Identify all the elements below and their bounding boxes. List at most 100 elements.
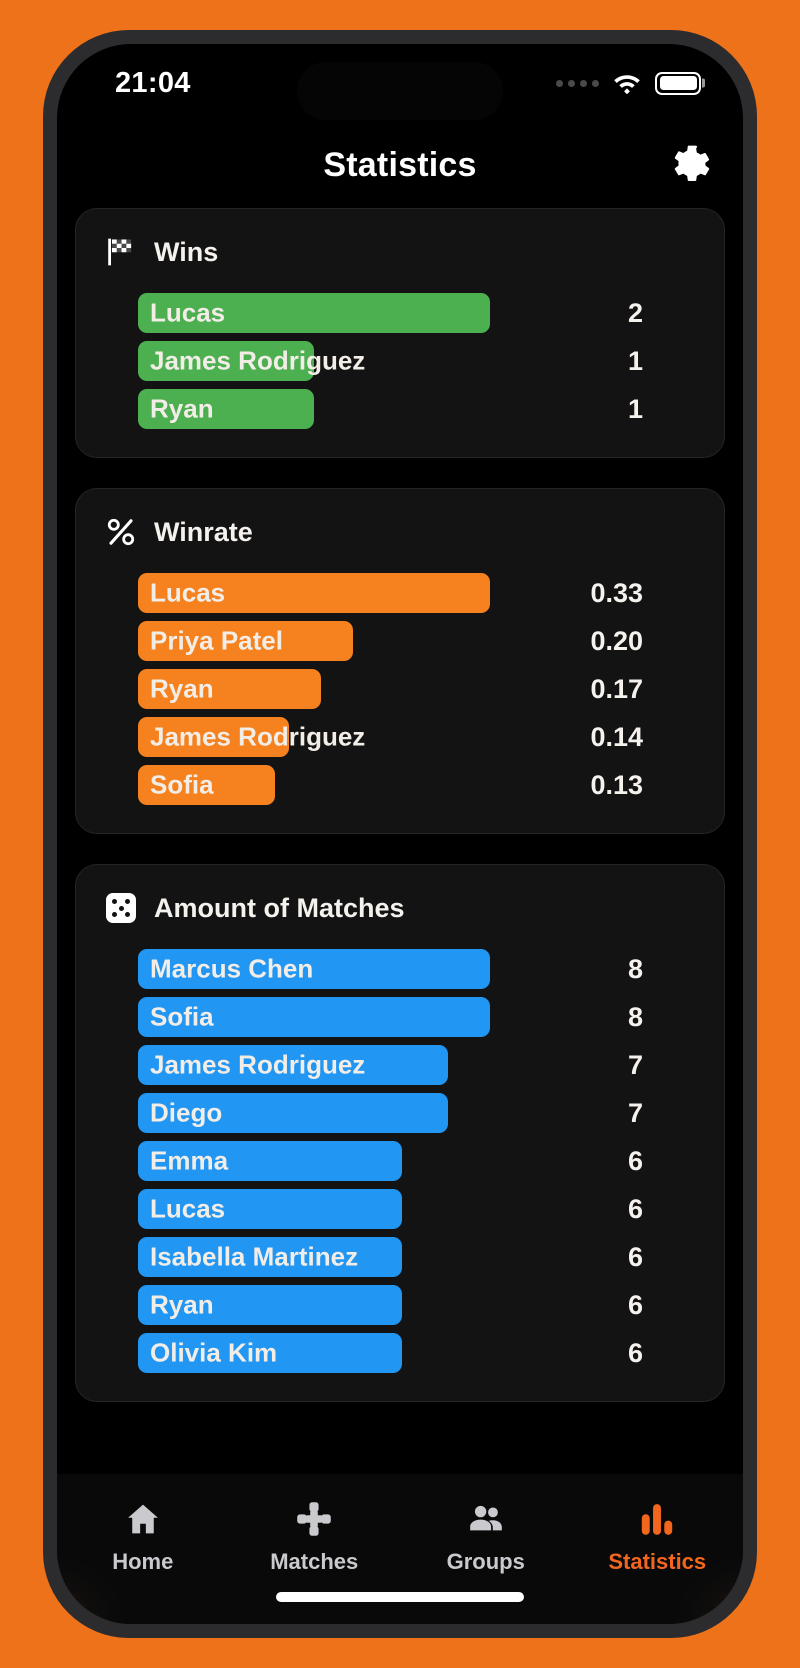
bar-fill <box>138 573 490 613</box>
bar-value: 0.14 <box>590 721 643 752</box>
signal-dots-icon <box>556 79 599 87</box>
stat-cards-container: Wins Lucas 2 James Rodriguez 1 Ryan 1 Winrate Lu… <box>75 208 725 1402</box>
stat-bar-row[interactable]: Emma 6 <box>100 1139 700 1183</box>
stat-bar-row[interactable]: Marcus Chen 8 <box>100 947 700 991</box>
stat-card: Wins Lucas 2 James Rodriguez 1 Ryan 1 <box>75 208 725 458</box>
bar-fill <box>138 1141 402 1181</box>
bar-track: Ryan <box>138 1285 490 1325</box>
bar-label: Diego <box>150 1097 223 1128</box>
bar-fill <box>138 341 314 381</box>
stat-bar-row[interactable]: Ryan 6 <box>100 1283 700 1327</box>
bar-fill <box>138 669 322 709</box>
bar-track: Lucas <box>138 293 490 333</box>
tab-groups[interactable]: Groups <box>400 1496 572 1575</box>
bar-fill <box>138 949 490 989</box>
tab-label: Groups <box>446 1549 525 1574</box>
bar-label: Lucas <box>150 297 226 328</box>
bar-value: 0.13 <box>590 769 643 800</box>
bar-fill <box>138 1237 402 1277</box>
dice-icon <box>104 891 138 925</box>
bar-label: Priya Patel <box>150 625 283 656</box>
bar-value: 6 <box>627 1337 643 1368</box>
stat-card: Amount of Matches Marcus Chen 8 Sofia 8 James… <box>75 864 725 1402</box>
bar-track: Emma <box>138 1141 490 1181</box>
bar-track: Lucas <box>138 573 490 613</box>
stat-bar-row[interactable]: Olivia Kim 6 <box>100 1331 700 1375</box>
statistics-content[interactable]: Wins Lucas 2 James Rodriguez 1 Ryan 1 Winrate Lu… <box>57 208 743 1624</box>
bar-fill <box>138 1189 402 1229</box>
stat-bar-row[interactable]: Ryan 1 <box>100 387 700 431</box>
bar-track: Ryan <box>138 669 490 709</box>
tab-home[interactable]: Home <box>57 1496 229 1575</box>
page-title: Statistics <box>323 145 477 184</box>
tab-matches[interactable]: Matches <box>229 1496 401 1575</box>
bar-value: 8 <box>627 1001 643 1032</box>
tab-label: Statistics <box>608 1549 707 1574</box>
bar-track: Marcus Chen <box>138 949 490 989</box>
people-icon <box>467 1496 505 1538</box>
stat-bar-row[interactable]: Sofia 8 <box>100 995 700 1039</box>
bar-label: James Rodriguez <box>150 721 366 752</box>
card-header: Winrate <box>100 515 700 549</box>
stat-bar-row[interactable]: Lucas 2 <box>100 291 700 335</box>
bar-track: Sofia <box>138 997 490 1037</box>
tab-label: Matches <box>270 1549 359 1574</box>
home-indicator <box>276 1592 524 1602</box>
bar-track: Priya Patel <box>138 621 490 661</box>
stat-bar-row[interactable]: Lucas 0.33 <box>100 571 700 615</box>
bar-label: Ryan <box>150 393 214 424</box>
stat-bar-row[interactable]: Diego 7 <box>100 1091 700 1135</box>
bar-fill <box>138 717 290 757</box>
gear-icon[interactable] <box>669 143 713 187</box>
bar-value: 7 <box>627 1049 643 1080</box>
bar-fill <box>138 765 276 805</box>
bar-label: Sofia <box>150 1001 214 1032</box>
stat-bar-row[interactable]: James Rodriguez 0.14 <box>100 715 700 759</box>
stat-bar-row[interactable]: James Rodriguez 7 <box>100 1043 700 1087</box>
bar-label: Emma <box>150 1145 229 1176</box>
battery-icon <box>655 71 701 95</box>
bar-label: Ryan <box>150 673 214 704</box>
dice-icon <box>106 893 136 923</box>
checkered-flag-icon <box>104 235 138 269</box>
bar-track: Ryan <box>138 389 490 429</box>
stat-bar-row[interactable]: Priya Patel 0.20 <box>100 619 700 663</box>
bar-track: James Rodriguez <box>138 717 490 757</box>
card-title: Amount of Matches <box>154 892 405 923</box>
bar-label: Sofia <box>150 769 214 800</box>
bar-value: 1 <box>627 393 643 424</box>
bar-fill <box>138 1045 448 1085</box>
stat-bar-row[interactable]: Ryan 0.17 <box>100 667 700 711</box>
tab-statistics[interactable]: Statistics <box>572 1496 744 1575</box>
stat-bar-row[interactable]: Sofia 0.13 <box>100 763 700 807</box>
bar-track: James Rodriguez <box>138 341 490 381</box>
card-header: Amount of Matches <box>100 891 700 925</box>
status-indicators <box>556 71 701 95</box>
card-header: Wins <box>100 235 700 269</box>
bar-value: 6 <box>627 1241 643 1272</box>
status-bar: 21:04 <box>57 44 743 122</box>
bar-track: Sofia <box>138 765 490 805</box>
bar-fill <box>138 621 353 661</box>
bar-label: Lucas <box>150 577 226 608</box>
stat-bar-row[interactable]: Isabella Martinez 6 <box>100 1235 700 1279</box>
bar-track: Diego <box>138 1093 490 1133</box>
bar-value: 6 <box>627 1193 643 1224</box>
stat-bar-row[interactable]: Lucas 6 <box>100 1187 700 1231</box>
bar-chart-icon <box>638 1496 676 1538</box>
bar-value: 0.33 <box>590 577 643 608</box>
bar-value: 8 <box>627 953 643 984</box>
status-time: 21:04 <box>115 66 191 99</box>
bar-value: 6 <box>627 1289 643 1320</box>
tab-label: Home <box>112 1549 174 1574</box>
bar-fill <box>138 389 314 429</box>
bar-label: Marcus Chen <box>150 953 314 984</box>
stat-bar-row[interactable]: James Rodriguez 1 <box>100 339 700 383</box>
bar-fill <box>138 1285 402 1325</box>
bar-label: Ryan <box>150 1289 214 1320</box>
bar-value: 0.20 <box>590 625 643 656</box>
percent-icon <box>104 515 138 549</box>
phone-screen: 21:04 Statistics <box>57 44 743 1624</box>
stat-card: Winrate Lucas 0.33 Priya Patel 0.20 Ryan 0.17 J… <box>75 488 725 834</box>
bar-value: 0.17 <box>590 673 643 704</box>
